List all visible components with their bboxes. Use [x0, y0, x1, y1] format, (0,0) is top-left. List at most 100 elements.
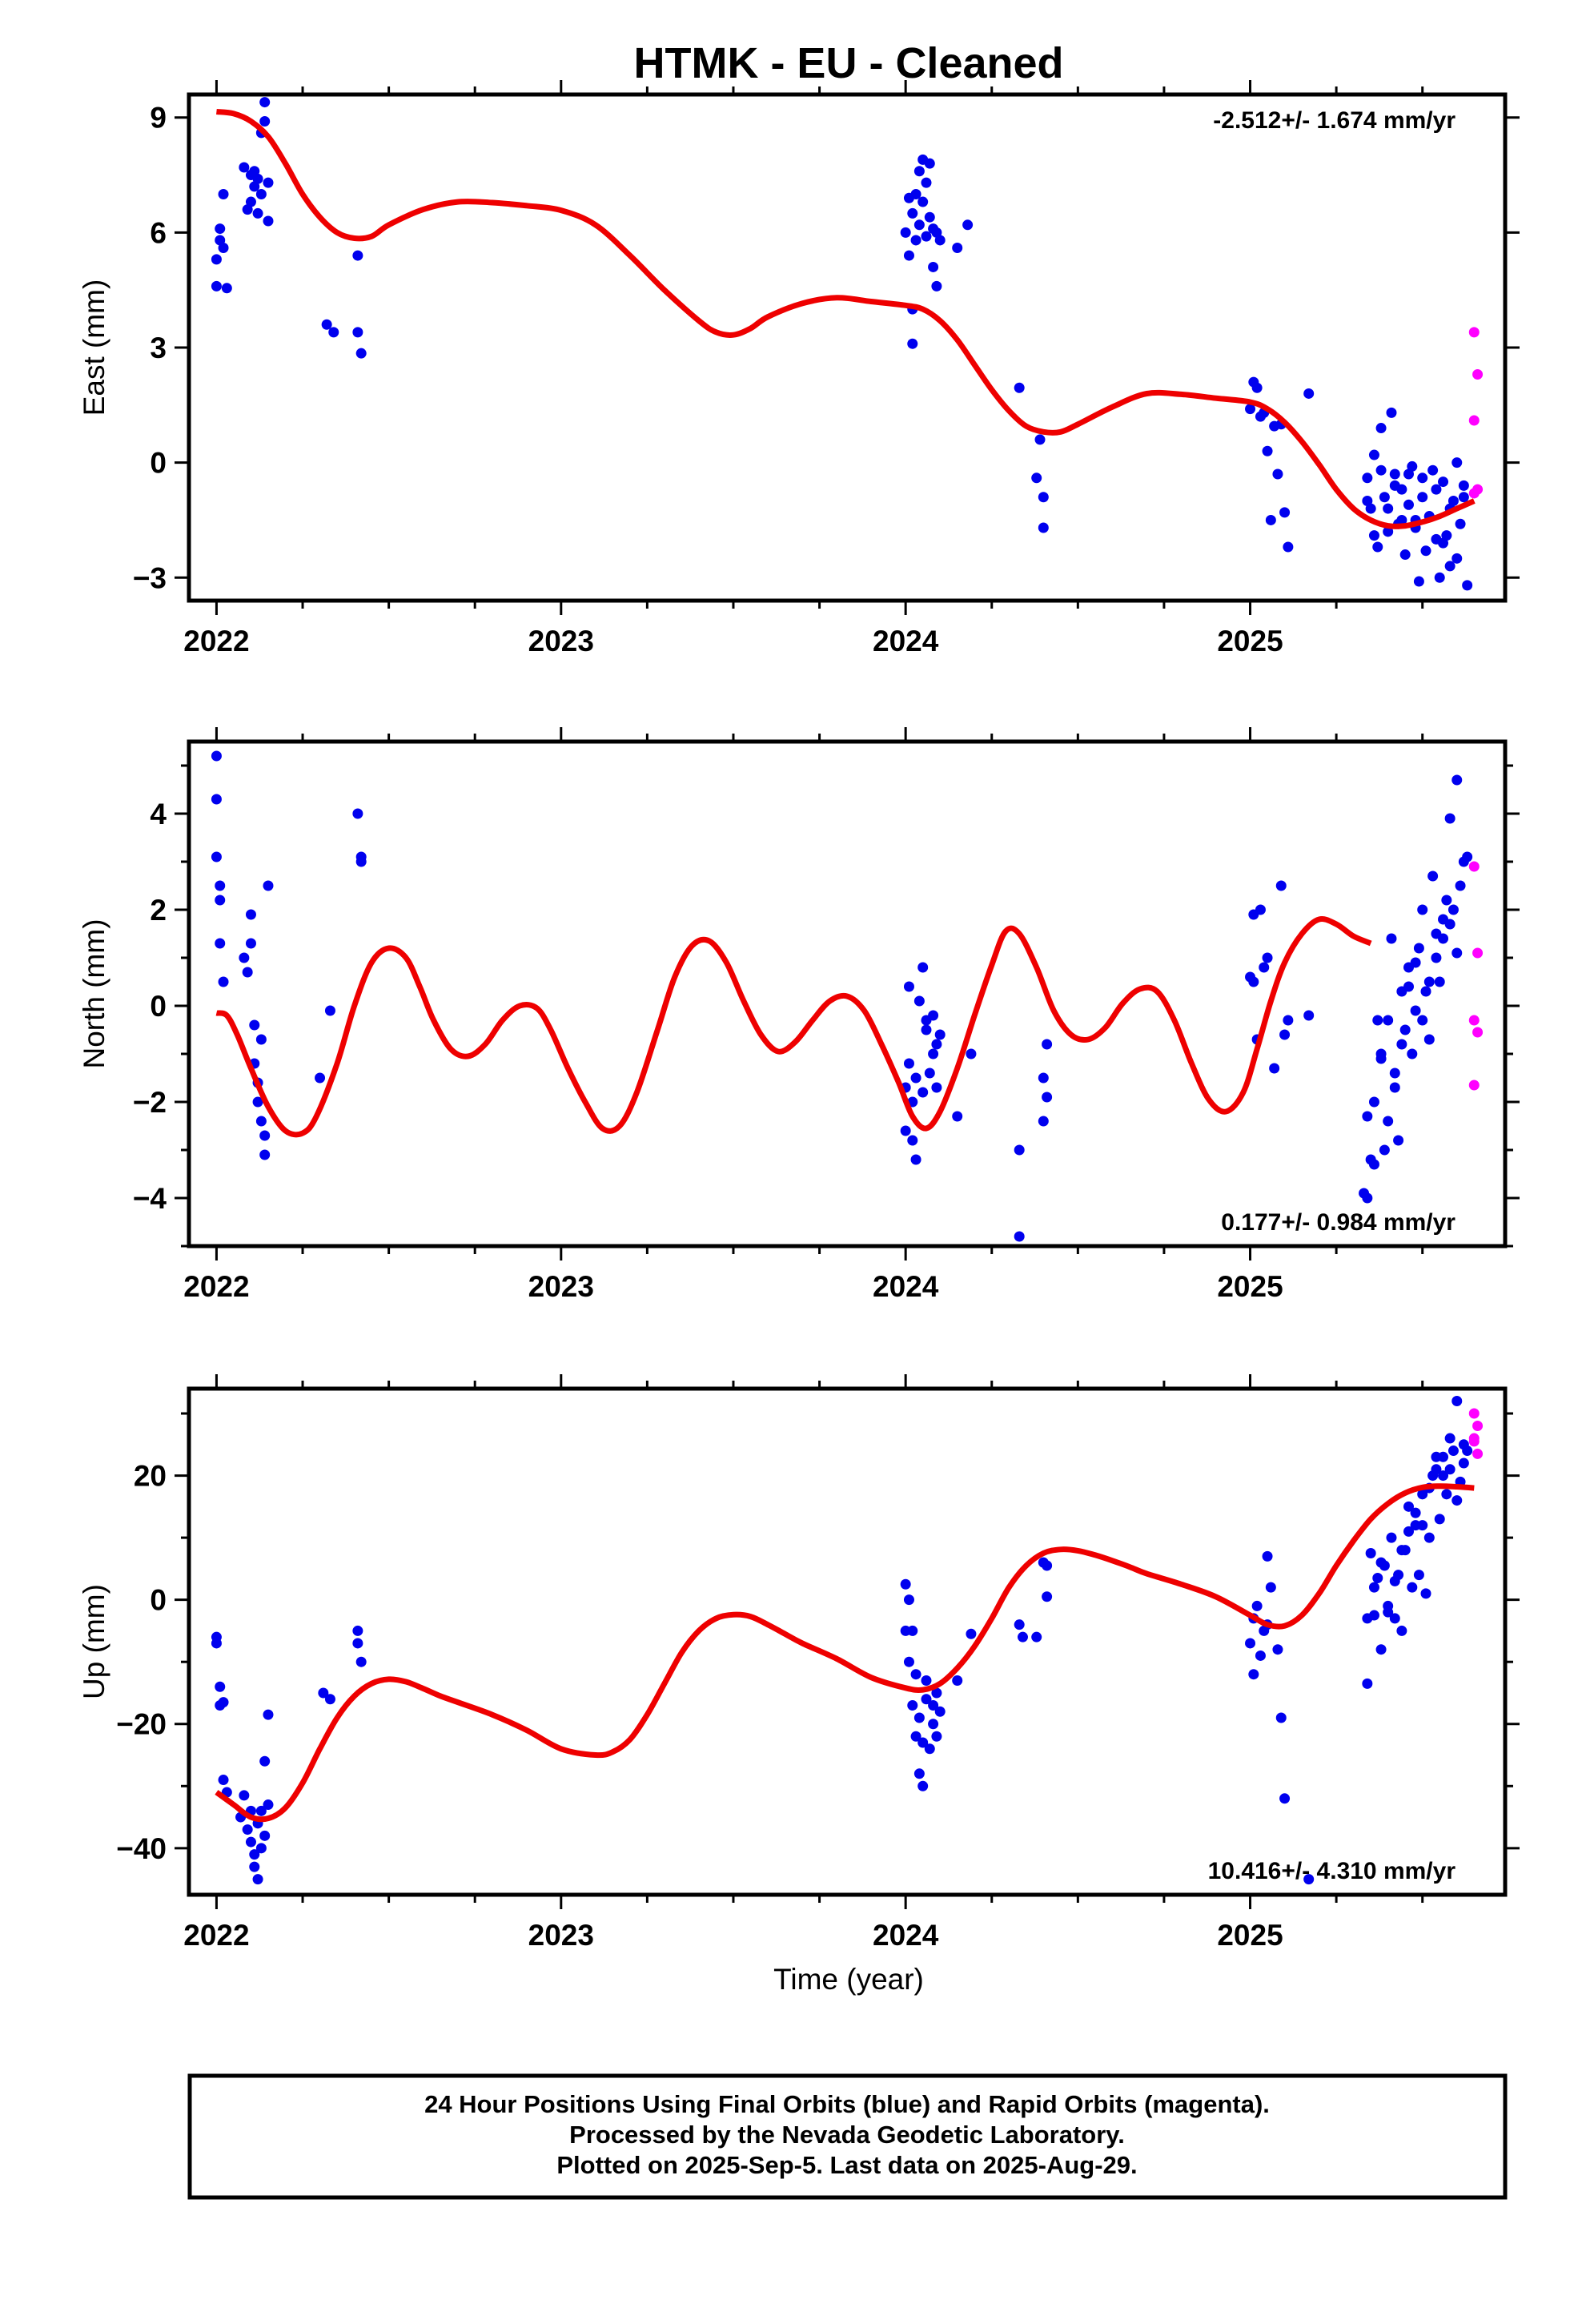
final-orbit-point — [215, 895, 226, 906]
final-orbit-point — [1255, 1650, 1266, 1661]
final-orbit-point — [910, 1154, 921, 1165]
final-orbit-point — [931, 1687, 942, 1699]
final-orbit-point — [1265, 514, 1276, 525]
final-orbit-point — [1279, 507, 1291, 518]
final-orbit-point — [1458, 1439, 1469, 1450]
final-orbit-point — [913, 1768, 925, 1779]
final-orbit-point — [1042, 1560, 1053, 1571]
final-orbit-point — [1386, 407, 1397, 418]
final-orbit-point — [1248, 1669, 1259, 1680]
final-orbit-point — [1455, 880, 1466, 891]
final-orbit-point — [218, 976, 229, 987]
final-orbit-point — [1383, 1015, 1394, 1026]
final-orbit-point — [966, 1628, 977, 1639]
final-orbit-point — [218, 188, 229, 199]
final-orbit-point — [1014, 1144, 1025, 1156]
y-tick-label: 3 — [150, 332, 167, 364]
final-orbit-point — [1362, 496, 1373, 507]
final-orbit-point — [1368, 530, 1379, 541]
final-orbit-point — [239, 952, 250, 963]
final-orbit-point — [1265, 1582, 1276, 1593]
final-orbit-point — [352, 327, 363, 338]
final-orbit-point — [1423, 976, 1435, 987]
final-orbit-point — [352, 250, 363, 261]
final-orbit-point — [1245, 404, 1256, 415]
final-orbit-point — [921, 231, 932, 242]
final-orbit-point — [1403, 499, 1414, 510]
final-orbit-point — [1245, 1638, 1256, 1649]
final-orbit-point — [1372, 1573, 1383, 1584]
final-orbit-point — [1038, 492, 1049, 503]
final-orbit-point — [1452, 457, 1463, 468]
final-orbit-point — [1031, 472, 1042, 484]
final-orbit-point — [249, 1019, 260, 1031]
final-orbit-point — [1420, 1588, 1431, 1599]
final-orbit-point — [1410, 1507, 1421, 1518]
final-orbit-point — [1431, 484, 1442, 495]
final-orbit-point — [907, 1135, 918, 1146]
final-orbit-point — [1017, 1631, 1028, 1642]
final-orbit-point — [211, 794, 222, 805]
final-orbit-point — [1272, 1644, 1283, 1655]
final-orbit-point — [907, 338, 918, 349]
final-orbit-point — [1279, 1029, 1291, 1040]
rapid-orbit-point — [1472, 1027, 1484, 1038]
final-orbit-point — [1417, 472, 1428, 484]
final-orbit-point — [1458, 480, 1469, 491]
final-orbit-point — [1396, 514, 1407, 525]
final-orbit-point — [1362, 1192, 1373, 1204]
final-orbit-point — [900, 227, 911, 238]
final-orbit-point — [245, 909, 256, 920]
final-orbit-point — [1417, 904, 1428, 915]
final-orbit-point — [1279, 1793, 1291, 1804]
final-orbit-point — [318, 1687, 329, 1699]
y-tick-label: 9 — [150, 102, 167, 135]
final-orbit-point — [1389, 1082, 1400, 1093]
final-orbit-point — [1452, 774, 1463, 786]
final-orbit-point — [1403, 468, 1414, 480]
final-orbit-point — [1452, 1396, 1463, 1407]
final-orbit-point — [252, 1874, 263, 1885]
x-tick-label: 2025 — [1217, 1919, 1283, 1952]
final-orbit-point — [1031, 1631, 1042, 1642]
final-orbit-point — [1038, 1072, 1049, 1084]
final-orbit-point — [1438, 537, 1449, 549]
final-orbit-point — [921, 177, 932, 188]
final-orbit-point — [952, 243, 963, 254]
y-tick-label: 6 — [150, 216, 167, 249]
final-orbit-point — [211, 1638, 222, 1649]
final-orbit-point — [1379, 492, 1390, 503]
final-orbit-point — [1262, 445, 1273, 456]
final-orbit-point — [1444, 561, 1456, 572]
final-orbit-point — [1251, 1600, 1263, 1611]
x-tick-label: 2022 — [183, 625, 249, 657]
final-orbit-point — [1417, 1015, 1428, 1026]
final-orbit-point — [1379, 1144, 1390, 1156]
final-orbit-point — [259, 116, 271, 127]
final-orbit-point — [324, 1694, 335, 1705]
final-orbit-point — [1455, 518, 1466, 529]
final-orbit-point — [1368, 449, 1379, 460]
final-orbit-point — [1410, 1005, 1421, 1016]
final-orbit-point — [1248, 976, 1259, 987]
final-orbit-point — [1375, 423, 1387, 434]
final-orbit-point — [966, 1048, 977, 1059]
final-orbit-point — [1014, 1619, 1025, 1630]
final-orbit-point — [903, 1058, 914, 1069]
final-orbit-point — [245, 196, 256, 207]
final-orbit-point — [1407, 1582, 1418, 1593]
final-orbit-point — [1396, 1625, 1407, 1636]
final-orbit-point — [1444, 813, 1456, 824]
final-orbit-point — [917, 1737, 929, 1748]
final-orbit-point — [1444, 1433, 1456, 1444]
final-orbit-point — [259, 1755, 271, 1767]
final-orbit-point — [962, 219, 974, 231]
rapid-orbit-point — [1468, 1015, 1480, 1026]
final-orbit-point — [255, 1805, 267, 1816]
rapid-orbit-point — [1472, 1421, 1484, 1432]
final-orbit-point — [259, 1130, 271, 1141]
final-orbit-point — [1368, 1582, 1379, 1593]
figure-title: HTMK - EU - Cleaned — [633, 39, 1063, 87]
final-orbit-point — [1438, 933, 1449, 944]
final-orbit-point — [907, 1625, 918, 1636]
